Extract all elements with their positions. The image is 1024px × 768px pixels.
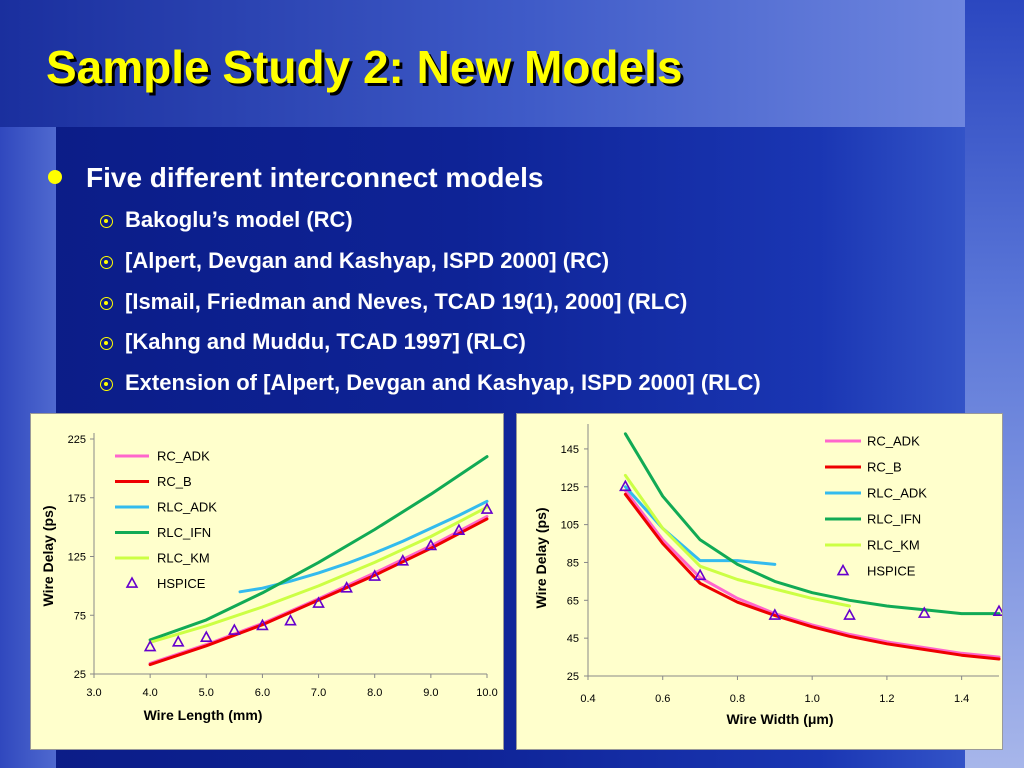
sub-bullet: [Alpert, Devgan and Kashyap, ISPD 2000] … [100, 248, 609, 274]
legend-label: RC_B [157, 474, 192, 489]
sub-bullet: [Kahng and Muddu, TCAD 1997] (RLC) [100, 329, 526, 355]
y-tick-label: 125 [68, 552, 86, 564]
hspice-marker [992, 604, 1002, 617]
sub-bullet: [Ismail, Friedman and Neves, TCAD 19(1),… [100, 289, 687, 315]
ring-bullet-icon [100, 255, 113, 269]
sub-bullet-text: [Kahng and Muddu, TCAD 1997] (RLC) [125, 329, 526, 354]
x-tick-label: 3.0 [86, 687, 101, 699]
wire-length-chart-svg: 25 75 125 175 225 3.0 4.0 5.0 6.0 7.0 8.0 9.0 10.0 Wi… [40, 433, 498, 723]
x-tick-label: 0.6 [655, 693, 670, 705]
x-tick-label: 1.4 [954, 693, 969, 705]
series-line-rc-b [148, 517, 489, 667]
hspice-marker [143, 639, 157, 652]
sub-bullet-text: Bakoglu’s model (RC) [125, 207, 353, 232]
legend-label: RC_ADK [867, 434, 920, 449]
wire-width-chart-svg: 25 45 65 85 105 125 145 0.4 0.6 0.8 1.0 1.2 1.4 Wire … [533, 424, 1002, 727]
hspice-marker [768, 608, 782, 620]
legend-label: RLC_KM [157, 551, 210, 566]
hspice-marker [171, 635, 185, 647]
x-tick-label: 0.4 [580, 693, 595, 705]
x-tick-label: 4.0 [142, 687, 157, 699]
y-tick-label: 175 [68, 493, 86, 505]
sub-bullet-text: [Alpert, Devgan and Kashyap, ISPD 2000] … [125, 248, 610, 273]
y-tick-label: 25 [567, 671, 579, 683]
wire-length-chart: 25 75 125 175 225 3.0 4.0 5.0 6.0 7.0 8.0 9.0 10.0 Wi… [30, 413, 504, 750]
y-tick-label: 145 [561, 444, 579, 456]
ring-bullet-icon [100, 214, 113, 228]
legend-label: RC_B [867, 460, 902, 475]
series-line-rc-b [623, 492, 1001, 661]
legend-label: RLC_IFN [157, 525, 211, 540]
ring-bullet-icon [100, 377, 113, 391]
sub-bullet: Extension of [Alpert, Devgan and Kashyap… [100, 370, 761, 396]
hspice-marker [284, 613, 297, 626]
title-band [0, 0, 965, 127]
hspice-marker [693, 568, 707, 581]
hspice-marker [199, 630, 213, 642]
hspice-marker [917, 606, 931, 618]
hspice-marker [396, 554, 410, 566]
legend-marker [125, 576, 139, 588]
legend-label: RLC_IFN [867, 512, 921, 527]
hspice-marker [340, 581, 353, 593]
x-tick-label: 9.0 [423, 687, 438, 699]
x-axis-label: Wire Width (μm) [726, 711, 833, 727]
x-tick-label: 8.0 [367, 687, 382, 699]
hspice-marker [452, 523, 466, 536]
legend-label: HSPICE [867, 564, 916, 579]
x-axis-label: Wire Length (mm) [144, 707, 263, 723]
slide-title: Sample Study 2: New Models [46, 41, 683, 93]
y-tick-label: 85 [567, 557, 579, 569]
hspice-marker [312, 596, 325, 608]
wire-width-chart: 25 45 65 85 105 125 145 0.4 0.6 0.8 1.0 1.2 1.4 Wire … [516, 413, 1003, 750]
bullet-dot-icon [48, 169, 62, 184]
hspice-marker [256, 618, 269, 631]
y-tick-label: 125 [561, 482, 579, 494]
legend-label: RLC_ADK [867, 486, 927, 501]
x-tick-label: 0.8 [730, 693, 745, 705]
legend-marker [836, 563, 850, 576]
y-tick-label: 225 [68, 434, 86, 446]
series-line-rlc-ifn [623, 432, 1001, 616]
legend-label: RLC_ADK [157, 500, 217, 515]
y-axis-label: Wire Delay (ps) [533, 507, 549, 608]
series-line-rlc-adk [623, 485, 777, 566]
sub-bullet-text: Extension of [Alpert, Devgan and Kashyap… [125, 370, 761, 395]
ring-bullet-icon [100, 336, 113, 350]
y-axis-label: Wire Delay (ps) [40, 505, 56, 606]
sub-bullet: Bakoglu’s model (RC) [100, 207, 353, 233]
hspice-marker [480, 502, 494, 514]
hspice-marker [843, 608, 856, 620]
legend-label: HSPICE [157, 576, 206, 591]
legend-label: RLC_KM [867, 538, 920, 553]
x-tick-label: 1.2 [879, 693, 894, 705]
hspice-marker [368, 569, 382, 581]
ring-bullet-icon [100, 296, 113, 310]
hspice-marker [228, 623, 241, 635]
x-tick-label: 10.0 [476, 687, 497, 699]
hspice-marker [619, 479, 632, 492]
series-line-rlc-km [623, 473, 851, 608]
y-tick-label: 75 [74, 610, 86, 622]
legend-label: RC_ADK [157, 449, 210, 464]
main-bullet-text: Five different interconnect models [86, 162, 544, 193]
x-tick-label: 6.0 [255, 687, 270, 699]
y-tick-label: 45 [567, 633, 579, 645]
main-bullet: Five different interconnect models [48, 162, 543, 194]
series-line-rc-adk [623, 489, 1001, 659]
x-tick-label: 1.0 [805, 693, 820, 705]
y-tick-label: 25 [74, 669, 86, 681]
x-tick-label: 5.0 [199, 687, 214, 699]
y-tick-label: 65 [567, 595, 579, 607]
sub-bullet-text: [Ismail, Friedman and Neves, TCAD 19(1),… [125, 289, 688, 314]
series-line-rlc-km [148, 505, 489, 644]
x-tick-label: 7.0 [311, 687, 326, 699]
series-line-rlc-ifn [148, 455, 489, 642]
hspice-marker [424, 538, 438, 551]
y-tick-label: 105 [561, 520, 579, 532]
